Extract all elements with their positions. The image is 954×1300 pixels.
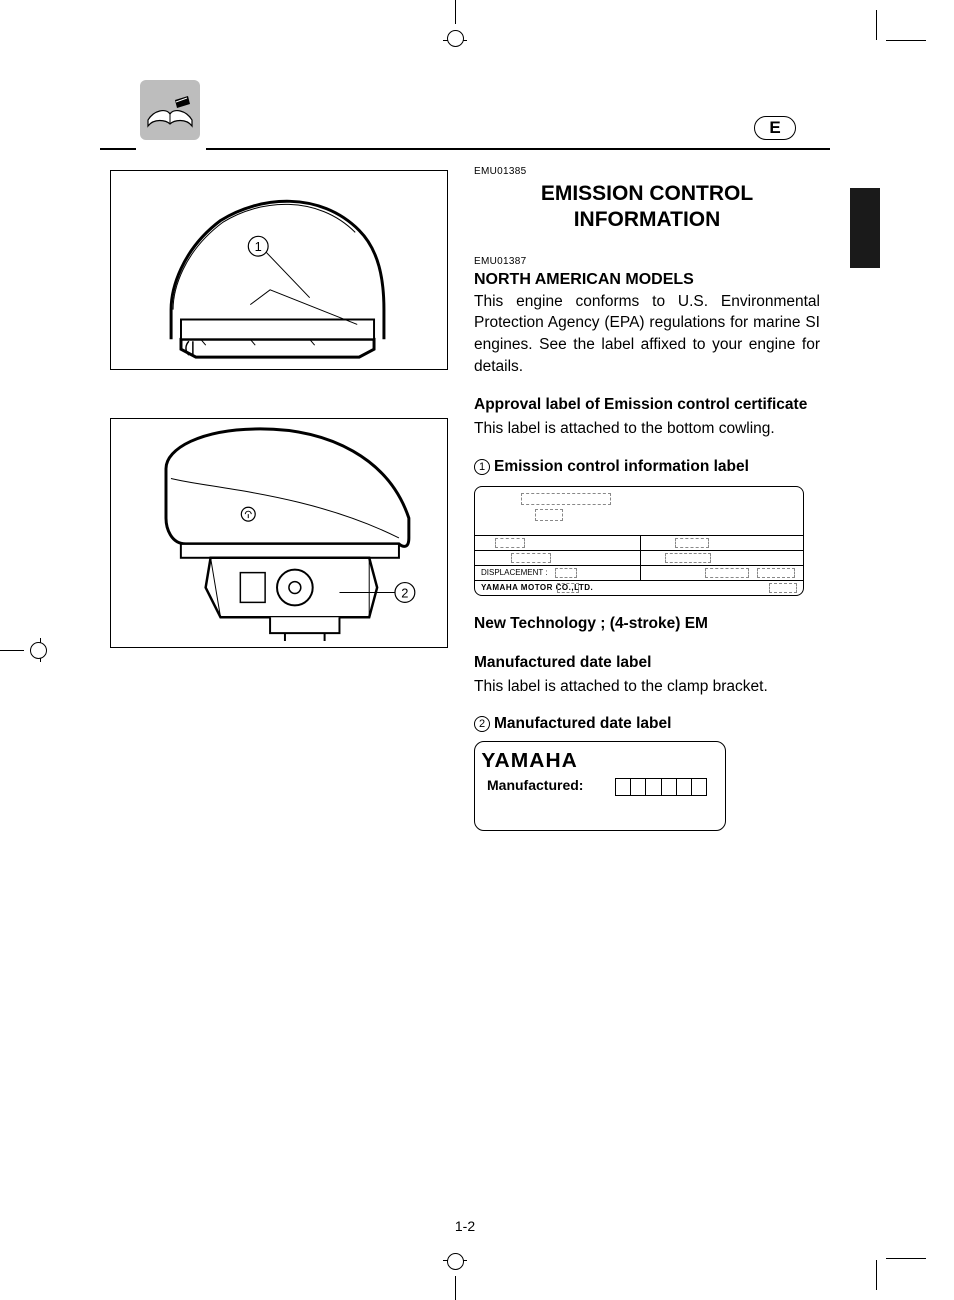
doc-code: EMU01385	[474, 166, 820, 177]
header-rule-gap	[136, 146, 206, 152]
figure-engine-bracket: 2	[110, 418, 448, 648]
callout-number-icon: 1	[474, 459, 490, 475]
body-paragraph: This label is attached to the bottom cow…	[474, 418, 820, 440]
page: E 1	[100, 0, 880, 1300]
manufactured-date-boxes	[615, 778, 707, 796]
text-column: EMU01385 EMISSION CONTROL INFORMATION EM…	[474, 166, 820, 831]
page-number: 1-2	[100, 1218, 830, 1234]
crop-mark	[30, 642, 47, 659]
figure-engine-top: 1	[110, 170, 448, 370]
figure1-callout-number: 1	[255, 239, 262, 254]
crop-mark	[0, 650, 24, 651]
paragraph-heading: Manufactured date label	[474, 653, 820, 674]
paragraph-heading: Approval label of Emission control certi…	[474, 395, 820, 416]
callout-number-icon: 2	[474, 716, 490, 732]
figure2-callout-number: 2	[401, 585, 408, 600]
manufactured-label-diagram: YAMAHA Manufactured:	[474, 741, 726, 831]
paragraph-heading: New Technology ; (4-stroke) EM	[474, 614, 820, 635]
page-header: E	[100, 80, 830, 160]
section-title: EMISSION CONTROL INFORMATION	[474, 181, 820, 234]
body-paragraph: This label is attached to the clamp brac…	[474, 676, 820, 698]
body-paragraph: This engine conforms to U.S. Environment…	[474, 291, 820, 378]
crop-mark	[886, 1258, 926, 1259]
callout-reference: 1Emission control information label	[474, 458, 820, 476]
section-title-line1: EMISSION CONTROL	[541, 182, 753, 205]
manual-book-icon	[140, 80, 200, 140]
callout-reference: 2Manufactured date label	[474, 715, 820, 733]
brand-logo-text: YAMAHA	[481, 750, 718, 773]
section-tab	[850, 188, 880, 268]
header-rule	[100, 148, 830, 150]
subsection-title: NORTH AMERICAN MODELS	[474, 271, 820, 289]
callout-label: Manufactured date label	[494, 715, 671, 732]
doc-code: EMU01387	[474, 256, 820, 267]
language-badge: E	[754, 116, 796, 140]
section-title-line2: INFORMATION	[574, 208, 721, 231]
emission-label-diagram: DISPLACEMENT : YAMAHA MOTOR CO.,LTD.	[474, 486, 804, 596]
emission-label-displacement: DISPLACEMENT :	[481, 568, 548, 577]
callout-label: Emission control information label	[494, 458, 749, 475]
crop-mark	[886, 40, 926, 41]
